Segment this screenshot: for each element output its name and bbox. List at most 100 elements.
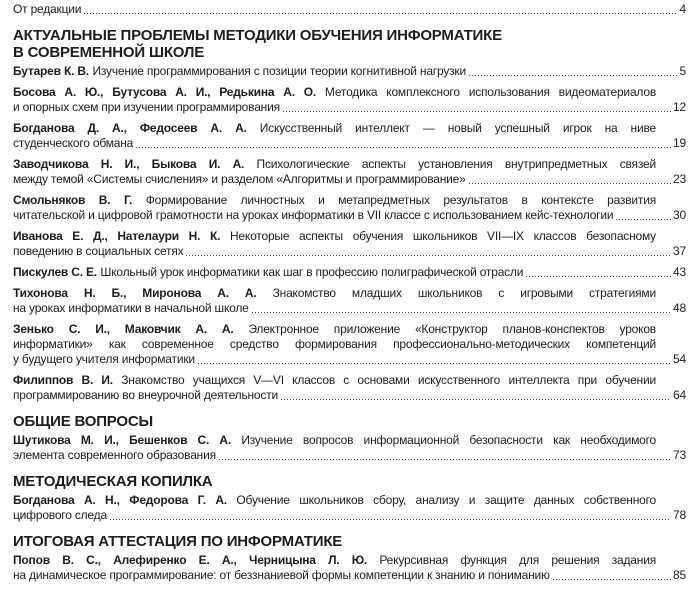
dot-leader bbox=[197, 363, 672, 364]
entry-authors: Попов В. С., Алефиренко Е. А., Черницына… bbox=[13, 553, 368, 567]
section-title-line: МЕТОДИЧЕСКАЯ КОПИЛКА bbox=[13, 473, 213, 490]
entry-line: информатики» как современное средство фо… bbox=[13, 337, 656, 351]
entry-line: между темой «Системы счисления» и раздел… bbox=[13, 172, 686, 187]
entry-title-text: программированию во внеурочной деятельно… bbox=[13, 388, 278, 402]
entry-line: Иванова Е. Д., Нателаури Н. К. Некоторые… bbox=[13, 229, 686, 244]
entry-authors: Пискулев С. Е. bbox=[13, 265, 97, 279]
entry-authors: Филиппов В. И. bbox=[13, 373, 113, 387]
entry-title-text: читательской и цифровой грамотности на у… bbox=[13, 208, 614, 222]
entry-line: цифрового следа 78 bbox=[13, 508, 686, 523]
toc-section: ОБЩИЕ ВОПРОСЫ Шутикова М. И., Бешенков С… bbox=[13, 413, 686, 463]
entry-page-number: 48 bbox=[673, 301, 686, 315]
entry-line: студенческого обмана 19 bbox=[13, 136, 686, 151]
dot-leader bbox=[136, 147, 672, 148]
entry-title-text: Знакомство младших школьников с игровыми… bbox=[272, 286, 657, 300]
entry-line: элемента современного образования 73 bbox=[13, 448, 686, 463]
entry-authors: Зенько С. И., Маковчик А. А. bbox=[13, 322, 234, 336]
dot-leader bbox=[218, 459, 672, 460]
entry-page-number: 5 bbox=[679, 64, 687, 78]
entry-title-text: Психологические аспекты установления вну… bbox=[256, 157, 657, 171]
entry-line: и опорных схем при изучении программиров… bbox=[13, 100, 686, 115]
entry-line: на уроках информатики в начальной школе … bbox=[13, 301, 686, 316]
entry-authors: Босова А. Ю., Бутусова А. И., Редькина А… bbox=[13, 85, 317, 99]
dot-leader bbox=[186, 255, 672, 256]
entry-line: Тихонова Н. Б., Миронова А. А. Знакомств… bbox=[13, 286, 686, 301]
section-title-line: ИТОГОВАЯ АТТЕСТАЦИЯ ПО ИНФОРМАТИКЕ bbox=[13, 533, 343, 550]
entry-page-number: 4 bbox=[679, 2, 687, 16]
entry-line: Пискулев С. Е. Школьный урок информатики… bbox=[13, 265, 686, 280]
entry-line: Филиппов В. И. Знакомство учащихся V—VI … bbox=[13, 373, 686, 388]
entry-page-number: 64 bbox=[673, 388, 686, 402]
entry-page-number: 43 bbox=[673, 265, 686, 279]
entry-authors: Богданова Д. А., Федосеев А. А. bbox=[13, 121, 247, 135]
entry-authors: Смольняков В. Г. bbox=[13, 193, 133, 207]
section-title: ОБЩИЕ ВОПРОСЫ bbox=[13, 413, 686, 430]
entry-title-text: между темой «Системы счисления» и раздел… bbox=[13, 172, 466, 186]
entry-authors: Тихонова Н. Б., Миронова А. А. bbox=[13, 286, 257, 300]
entry-title-text: Искусственный интеллект — новый успешный… bbox=[259, 121, 656, 135]
entry-line: Смольняков В. Г. Формирование личностных… bbox=[13, 193, 686, 208]
entry-page-number: 12 bbox=[673, 100, 686, 114]
dot-leader bbox=[552, 579, 672, 580]
toc-section: ИТОГОВАЯ АТТЕСТАЦИЯ ПО ИНФОРМАТИКЕ Попов… bbox=[13, 533, 686, 583]
toc-section: АКТУАЛЬНЫЕ ПРОБЛЕМЫ МЕТОДИКИ ОБУЧЕНИЯ ИН… bbox=[13, 27, 686, 403]
toc-entry: Богданова Д. А., Федосеев А. А. Искусств… bbox=[13, 121, 686, 151]
entry-title-text: и опорных схем при изучении программиров… bbox=[13, 100, 280, 114]
section-title: МЕТОДИЧЕСКАЯ КОПИЛКА bbox=[13, 473, 686, 490]
dot-leader bbox=[109, 519, 672, 520]
entry-title-text: Электронное приложение «Конструктор план… bbox=[248, 322, 656, 336]
toc-entry: Попов В. С., Алефиренко Е. А., Черницына… bbox=[13, 553, 686, 583]
entry-line: Богданова Д. А., Федосеев А. А. Искусств… bbox=[13, 121, 686, 136]
entry-line: у будущего учителя информатики 54 bbox=[13, 352, 686, 367]
entry-page-number: 73 bbox=[673, 448, 686, 462]
toc-entry: Заводчикова Н. И., Быкова И. А. Психолог… bbox=[13, 157, 686, 187]
toc-entry: Босова А. Ю., Бутусова А. И., Редькина А… bbox=[13, 85, 686, 115]
toc-page: От редакции 4 АКТУАЛЬНЫЕ ПРОБЛЕМЫ МЕТОДИ… bbox=[13, 2, 686, 583]
dot-leader bbox=[616, 219, 672, 220]
toc-entry: Бутарев К. В. Изучение программирования … bbox=[13, 64, 686, 79]
toc-entry: Тихонова Н. Б., Миронова А. А. Знакомств… bbox=[13, 286, 686, 316]
entry-title-text: Знакомство учащихся V—VI классов с основ… bbox=[121, 373, 656, 387]
entry-page-number: 78 bbox=[673, 508, 686, 522]
toc-entry: Пискулев С. Е. Школьный урок информатики… bbox=[13, 265, 686, 280]
entry-line: Заводчикова Н. И., Быкова И. А. Психолог… bbox=[13, 157, 686, 172]
entry-authors: Шутикова М. И., Бешенков С. А. bbox=[13, 433, 232, 447]
entry-authors: Заводчикова Н. И., Быкова И. А. bbox=[13, 157, 245, 171]
dot-leader bbox=[526, 276, 672, 277]
entry-page-number: 30 bbox=[673, 208, 686, 222]
entry-line: поведению в социальных сетях 37 bbox=[13, 244, 686, 259]
entry-title-text: Некоторые аспекты обучения школьников VI… bbox=[229, 229, 656, 243]
entry-title-text: студенческого обмана bbox=[13, 136, 134, 150]
toc-entry: Смольняков В. Г. Формирование личностных… bbox=[13, 193, 686, 223]
toc-entry: Шутикова М. И., Бешенков С. А. Изучение … bbox=[13, 433, 686, 463]
section-title: ИТОГОВАЯ АТТЕСТАЦИЯ ПО ИНФОРМАТИКЕ bbox=[13, 533, 686, 550]
dot-leader bbox=[251, 312, 672, 313]
section-title-line: АКТУАЛЬНЫЕ ПРОБЛЕМЫ МЕТОДИКИ ОБУЧЕНИЯ ИН… bbox=[13, 27, 502, 44]
entry-page-number: 85 bbox=[673, 568, 686, 582]
entry-title-text: на динамическое программирование: от без… bbox=[13, 568, 550, 582]
dot-leader bbox=[84, 13, 678, 14]
entry-title-text: на уроках информатики в начальной школе bbox=[13, 301, 249, 315]
entry-authors: Иванова Е. Д., Нателаури Н. К. bbox=[13, 229, 221, 243]
entry-title-text: цифрового следа bbox=[13, 508, 107, 522]
entry-title-text: элемента современного образования bbox=[13, 448, 216, 462]
entry-line: на динамическое программирование: от без… bbox=[13, 568, 686, 583]
entry-title-text: Изучение программирования с позиции теор… bbox=[92, 64, 466, 78]
entry-title-text: От редакции bbox=[13, 2, 82, 16]
entry-line: Богданова А. Н., Федорова Г. А. Обучение… bbox=[13, 493, 686, 508]
entry-title-text: Рекурсивная функция для решения задания bbox=[379, 553, 656, 567]
entry-page-number: 19 bbox=[673, 136, 686, 150]
toc-entry: Филиппов В. И. Знакомство учащихся V—VI … bbox=[13, 373, 686, 403]
entry-title-text: Обучение школьников сбору, анализу и защ… bbox=[236, 493, 656, 507]
toc-item-from-editors: От редакции 4 bbox=[13, 2, 686, 17]
entry-title-text: Формирование личностных и метапредметных… bbox=[145, 193, 656, 207]
section-title: АКТУАЛЬНЫЕ ПРОБЛЕМЫ МЕТОДИКИ ОБУЧЕНИЯ ИН… bbox=[13, 27, 686, 61]
dot-leader bbox=[281, 399, 672, 400]
dot-leader bbox=[468, 183, 672, 184]
entry-authors: Богданова А. Н., Федорова Г. А. bbox=[13, 493, 227, 507]
entry-authors: Бутарев К. В. bbox=[13, 64, 89, 78]
entry-title-text: у будущего учителя информатики bbox=[13, 352, 195, 366]
entry-line: Босова А. Ю., Бутусова А. И., Редькина А… bbox=[13, 85, 686, 100]
entry-line: Шутикова М. И., Бешенков С. А. Изучение … bbox=[13, 433, 686, 448]
entry-line: программированию во внеурочной деятельно… bbox=[13, 388, 686, 403]
